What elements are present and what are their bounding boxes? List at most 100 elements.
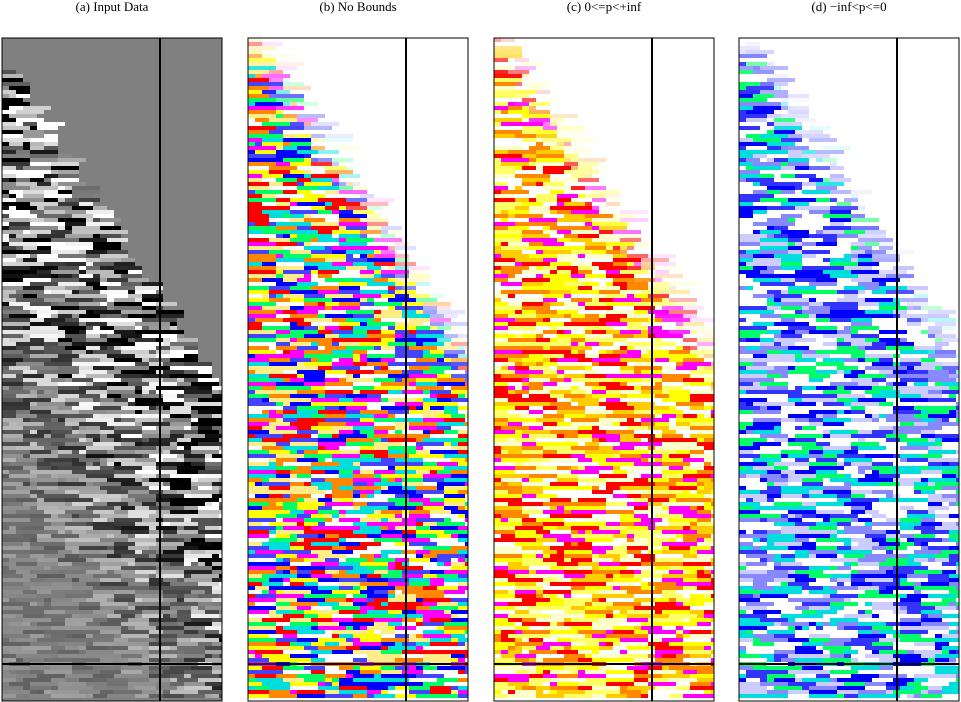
image-cell (276, 642, 290, 646)
image-cell (444, 630, 465, 634)
image-cell (395, 642, 402, 646)
image-cell (592, 394, 620, 398)
image-cell (184, 506, 198, 510)
image-cell (437, 382, 465, 386)
image-cell (297, 566, 325, 570)
image-cell (44, 458, 72, 462)
image-cell (37, 390, 44, 394)
image-cell (65, 634, 72, 638)
image-cell (739, 258, 746, 262)
image-cell (669, 298, 697, 302)
image-cell (79, 546, 107, 550)
image-cell (248, 462, 269, 466)
image-cell (648, 450, 676, 454)
image-cell (662, 506, 669, 510)
image-cell (395, 526, 402, 530)
image-cell (2, 350, 23, 354)
image-cell (634, 510, 662, 514)
image-cell (23, 194, 44, 198)
image-cell (311, 222, 339, 226)
image-cell (86, 570, 107, 574)
image-cell (198, 426, 212, 430)
image-cell (72, 582, 86, 586)
image-cell (37, 558, 58, 562)
image-cell (388, 486, 402, 490)
image-cell (409, 498, 430, 502)
image-cell (163, 594, 177, 598)
image-cell (879, 306, 907, 310)
image-cell (248, 358, 269, 362)
image-cell (388, 414, 395, 418)
image-cell (711, 686, 714, 690)
image-cell (697, 666, 714, 670)
image-cell (444, 478, 468, 482)
image-cell (444, 342, 451, 346)
image-cell (606, 682, 634, 686)
image-cell (515, 674, 529, 678)
image-cell (536, 518, 564, 522)
image-cell (51, 514, 58, 518)
image-cell (276, 254, 283, 258)
image-cell (886, 274, 914, 278)
image-cell (367, 198, 395, 202)
image-cell (16, 182, 37, 186)
image-cell (697, 574, 711, 578)
image-cell (262, 278, 283, 282)
image-cell (571, 262, 592, 266)
image-cell (142, 550, 156, 554)
image-cell (690, 506, 697, 510)
image-cell (255, 370, 283, 374)
image-cell (318, 230, 332, 234)
image-cell (522, 558, 543, 562)
image-cell (501, 638, 515, 642)
image-cell (177, 458, 184, 462)
image-cell (430, 450, 458, 454)
image-cell (248, 426, 262, 430)
image-cell (360, 562, 388, 566)
image-cell (114, 346, 121, 350)
image-cell (360, 418, 374, 422)
image-cell (86, 418, 114, 422)
image-cell (823, 238, 837, 242)
image-cell (297, 450, 304, 454)
image-cell (2, 406, 30, 410)
image-cell (37, 690, 44, 694)
image-cell (128, 294, 142, 298)
image-cell (711, 678, 714, 682)
image-cell (697, 586, 714, 590)
image-cell (16, 638, 37, 642)
image-cell (543, 690, 550, 694)
image-cell (564, 154, 578, 158)
image-cell (65, 594, 93, 598)
image-cell (690, 514, 711, 518)
image-cell (23, 466, 37, 470)
image-cell (2, 378, 23, 382)
image-cell (374, 418, 395, 422)
image-cell (72, 550, 79, 554)
image-cell (599, 226, 627, 230)
image-cell (184, 370, 198, 374)
image-cell (423, 390, 430, 394)
image-cell (107, 434, 121, 438)
image-cell (248, 418, 276, 422)
image-cell (423, 310, 437, 314)
image-cell (451, 446, 458, 450)
image-cell (494, 550, 508, 554)
image-cell (121, 654, 142, 658)
image-cell (515, 198, 529, 202)
image-cell (388, 582, 409, 586)
image-cell (458, 418, 465, 422)
image-cell (269, 586, 297, 590)
image-cell (416, 618, 423, 622)
image-cell (592, 166, 606, 170)
image-cell (430, 294, 444, 298)
image-cell (93, 686, 107, 690)
image-cell (248, 534, 269, 538)
image-cell (620, 634, 648, 638)
image-cell (830, 178, 851, 182)
image-cell (290, 286, 311, 290)
image-cell (205, 462, 222, 466)
image-cell (451, 686, 458, 690)
image-cell (16, 94, 30, 98)
image-cell (2, 562, 9, 566)
